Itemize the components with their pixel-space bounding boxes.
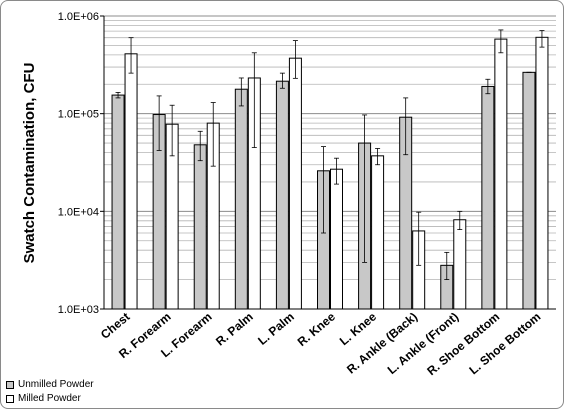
legend-label-milled: Milled Powder — [18, 393, 81, 404]
bar — [481, 85, 495, 310]
legend-swatch-unmilled — [6, 381, 14, 389]
bar — [371, 155, 385, 310]
y-tick-label: 1.0E+05 — [58, 109, 99, 121]
error-bars — [115, 29, 545, 280]
bar — [193, 144, 207, 310]
axes — [100, 15, 556, 310]
y-tick-label: 1.0E+04 — [58, 206, 99, 218]
y-tick-labels: 1.0E+03 1.0E+04 1.0E+05 1.0E+06 — [58, 11, 99, 316]
legend-item-milled: Milled Powder — [6, 392, 94, 406]
bar — [330, 168, 343, 310]
bar — [124, 53, 138, 310]
bar — [234, 88, 248, 310]
bar — [522, 71, 536, 310]
x-tick-label: R. Knee — [295, 309, 338, 349]
x-tick-label: R. Shoe Bottom — [424, 310, 502, 379]
gridlines — [104, 15, 556, 310]
y-tick-label: 1.0E+03 — [58, 304, 99, 316]
x-tick-label: R. Palm — [213, 310, 256, 349]
bar — [288, 57, 302, 310]
bar — [535, 36, 549, 310]
legend: Unmilled Powder Milled Powder — [6, 378, 94, 406]
bar — [111, 94, 125, 310]
x-tick-label: R. Ankle (Back) — [344, 310, 420, 377]
y-tick-label: 1.0E+06 — [58, 11, 99, 23]
x-tick-label: L. Ankle (Front) — [385, 310, 462, 377]
legend-label-unmilled: Unmilled Powder — [18, 379, 94, 390]
bar — [275, 80, 289, 310]
x-tick-label: Chest — [98, 310, 133, 342]
y-axis-title: Swatch Contamination, CFU — [21, 63, 38, 264]
bars — [111, 36, 549, 310]
bar — [453, 219, 467, 310]
legend-swatch-milled — [6, 395, 14, 403]
legend-item-unmilled: Unmilled Powder — [6, 378, 94, 392]
x-tick-label: L. Palm — [255, 310, 297, 348]
x-tick-label: L. Shoe Bottom — [466, 310, 543, 378]
bar — [494, 38, 508, 310]
